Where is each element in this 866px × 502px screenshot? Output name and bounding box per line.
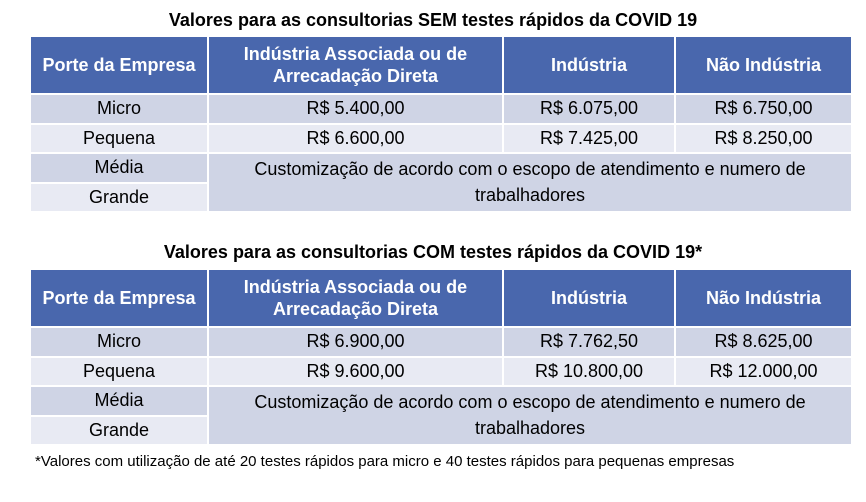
header-nao-industria: Não Indústria (676, 270, 851, 326)
header-associada: Indústria Associada ou de Arrecadação Di… (209, 37, 502, 93)
header-porte: Porte da Empresa (31, 37, 207, 93)
cell: Grande (31, 416, 207, 444)
table-sem-testes: Porte da Empresa Indústria Associada ou … (29, 35, 853, 213)
cell: R$ 7.762,50 (504, 328, 674, 356)
table1-title: Valores para as consultorias SEM testes … (168, 10, 698, 30)
header-row: Porte da Empresa Indústria Associada ou … (31, 270, 851, 326)
cell: Grande (31, 183, 207, 211)
header-porte: Porte da Empresa (31, 270, 207, 326)
header-row: Porte da Empresa Indústria Associada ou … (31, 37, 851, 93)
cell: R$ 8.625,00 (676, 328, 851, 356)
cell: R$ 12.000,00 (676, 357, 851, 385)
cell: Micro (31, 95, 207, 123)
header-associada: Indústria Associada ou de Arrecadação Di… (209, 270, 502, 326)
custom-cell: Customização de acordo com o escopo de a… (209, 154, 851, 211)
header-industria: Indústria (504, 37, 674, 93)
table-row: Micro R$ 6.900,00 R$ 7.762,50 R$ 8.625,0… (31, 328, 851, 356)
table-row: Pequena R$ 6.600,00 R$ 7.425,00 R$ 8.250… (31, 124, 851, 152)
table-row: Grande (31, 416, 851, 444)
cell: Média (31, 387, 207, 415)
cell: R$ 8.250,00 (676, 124, 851, 152)
table-row: Pequena R$ 9.600,00 R$ 10.800,00 R$ 12.0… (31, 357, 851, 385)
cell: R$ 6.900,00 (209, 328, 502, 356)
cell: R$ 10.800,00 (504, 357, 674, 385)
cell: Pequena (31, 124, 207, 152)
custom-cell: Customização de acordo com o escopo de a… (209, 387, 851, 444)
table-row: Média Customização de acordo com o escop… (31, 387, 851, 444)
cell: R$ 6.075,00 (504, 95, 674, 123)
footnote: *Valores com utilização de até 20 testes… (35, 453, 735, 470)
cell: R$ 5.400,00 (209, 95, 502, 123)
cell: Média (31, 154, 207, 182)
cell: R$ 6.600,00 (209, 124, 502, 152)
cell: R$ 6.750,00 (676, 95, 851, 123)
header-industria: Indústria (504, 270, 674, 326)
table-row: Média Customização de acordo com o escop… (31, 154, 851, 211)
table-com-testes: Porte da Empresa Indústria Associada ou … (29, 268, 853, 446)
cell: Pequena (31, 357, 207, 385)
cell: R$ 7.425,00 (504, 124, 674, 152)
table-row: Micro R$ 5.400,00 R$ 6.075,00 R$ 6.750,0… (31, 95, 851, 123)
header-nao-industria: Não Indústria (676, 37, 851, 93)
table-row: Grande (31, 183, 851, 211)
table2-title: Valores para as consultorias COM testes … (163, 242, 703, 262)
cell: R$ 9.600,00 (209, 357, 502, 385)
cell: Micro (31, 328, 207, 356)
